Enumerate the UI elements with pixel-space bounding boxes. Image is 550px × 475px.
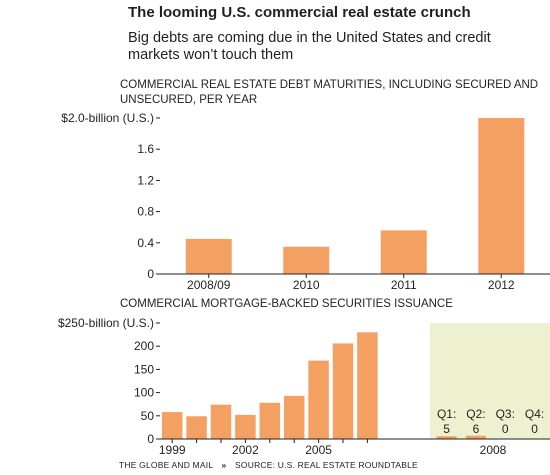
quarter-value-label: 6 <box>473 422 480 436</box>
bar <box>478 118 525 274</box>
y-tick-label: 50 <box>141 409 155 423</box>
bar-quarter <box>436 436 457 439</box>
y-tick-label: 1.6 <box>137 142 154 156</box>
bar <box>357 332 378 439</box>
bar <box>161 412 183 439</box>
debt-maturities-title: COMMERCIAL REAL ESTATE DEBT MATURITIES, … <box>120 79 539 106</box>
footer-separator: » <box>221 460 227 470</box>
bar <box>210 404 232 439</box>
footer: THE GLOBE AND MAIL » SOURCE: U.S. REAL E… <box>119 460 418 470</box>
highlight-region-2008 <box>430 323 550 439</box>
quarter-label: Q4: <box>525 407 544 421</box>
x-tick-label: 2008 <box>480 443 507 457</box>
bar <box>308 360 329 439</box>
bar <box>380 230 427 274</box>
cmbs-issuance-title: COMMERCIAL MORTGAGE-BACKED SECURITIES IS… <box>120 298 453 310</box>
y-tick-label: 0 <box>147 432 154 446</box>
bar <box>332 343 354 439</box>
x-tick-label: 2005 <box>305 443 332 457</box>
debt-maturities-chart: 0 0.4 0.8 1.2 1.6 $2.0-billion (U.S.) 2008/09 2… <box>61 111 550 292</box>
y-tick-label: 100 <box>134 386 154 400</box>
x-tick-label: 2008/09 <box>187 278 231 292</box>
bar <box>283 395 305 439</box>
y-tick-label: 0.4 <box>137 236 154 250</box>
bar <box>283 246 330 274</box>
quarter-value-label: 0 <box>502 422 509 436</box>
y-tick-label: 150 <box>134 362 154 376</box>
bar <box>185 238 232 274</box>
quarter-value-label: 5 <box>443 422 450 436</box>
quarter-label: Q2: <box>466 407 485 421</box>
chart-subtitle: Big debts are coming due in the United S… <box>128 30 491 63</box>
y-tick-label: 0.8 <box>137 205 154 219</box>
quarter-label: Q3: <box>496 407 515 421</box>
bar <box>186 416 207 439</box>
x-tick-label: 2012 <box>488 278 515 292</box>
x-tick-label: 1999 <box>159 443 186 457</box>
y-tick-label: $250-billion (U.S.) <box>58 316 154 330</box>
quarter-value-label: 0 <box>531 422 538 436</box>
x-tick-label: 2010 <box>293 278 320 292</box>
quarter-label: Q1: <box>437 407 456 421</box>
y-tick-label: 200 <box>134 339 154 353</box>
bar <box>259 402 281 439</box>
chart-title: The looming U.S. commercial real estate … <box>128 4 471 21</box>
x-tick-label: 2011 <box>391 278 417 292</box>
y-tick-label: 1.2 <box>137 173 154 187</box>
footer-publisher: THE GLOBE AND MAIL <box>119 460 213 470</box>
bar-quarter <box>465 435 486 439</box>
cmbs-issuance-chart: 0 50 100 150 200 $250-billion (U.S.) Q1:5 Q2:6 Q… <box>58 316 550 457</box>
x-tick-label: 2002 <box>232 443 259 457</box>
y-tick-label: 0 <box>147 267 154 281</box>
bar <box>235 414 256 439</box>
y-tick-label: $2.0-billion (U.S.) <box>61 111 154 125</box>
footer-source: SOURCE: U.S. REAL ESTATE ROUNDTABLE <box>235 460 418 470</box>
